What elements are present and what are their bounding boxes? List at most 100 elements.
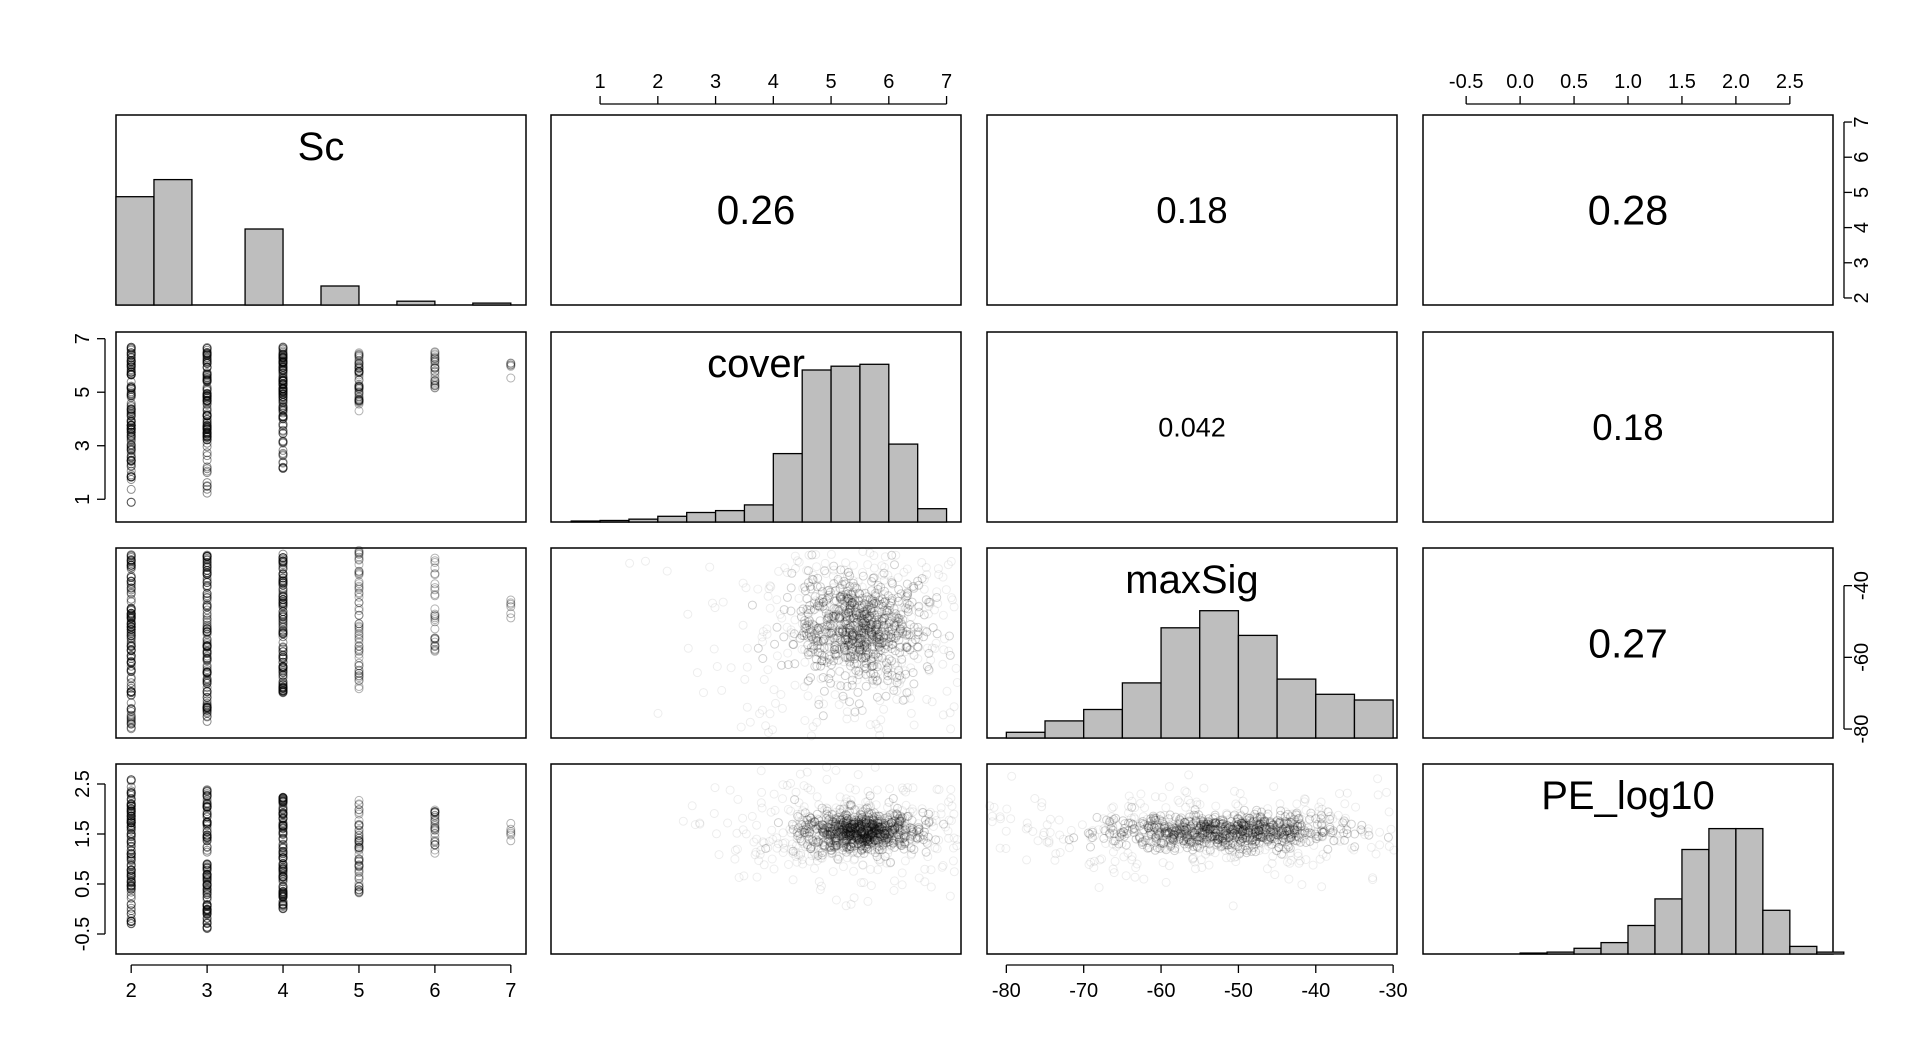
- scatter-point-PE_log10-Sc-239: [202, 830, 212, 840]
- scatter-point-cover-Sc-8: [126, 370, 136, 380]
- scatter-point-PE_log10-Sc-165: [202, 872, 212, 882]
- scatter-point-maxSig-cover-798: [846, 661, 856, 671]
- scatter-point-maxSig-cover-710: [757, 632, 767, 642]
- scatter-point-maxSig-cover-1037: [825, 619, 835, 629]
- scatter-point-PE_log10-cover-427: [852, 833, 862, 843]
- scatter-point-maxSig-cover-299: [898, 629, 908, 638]
- scatter-point-maxSig-cover-487: [824, 585, 834, 595]
- scatter-point-PE_log10-cover-65: [864, 812, 874, 822]
- scatter-point-maxSig-cover-505: [790, 615, 800, 625]
- scatter-point-maxSig-cover-1025: [819, 636, 828, 646]
- scatter-point-maxSig-cover-45: [856, 613, 866, 623]
- scatter-point-maxSig-cover-706: [847, 590, 857, 600]
- scatter-point-PE_log10-cover-178: [907, 829, 917, 839]
- scatter-point-maxSig-cover-1048: [857, 705, 867, 715]
- scatter-point-PE_log10-Sc-303: [278, 804, 288, 814]
- scatter-point-maxSig-cover-781: [893, 629, 903, 639]
- scatter-point-maxSig-cover-338: [859, 662, 869, 671]
- scatter-point-PE_log10-cover-330: [834, 812, 844, 822]
- scatter-point-maxSig-Sc-453: [506, 602, 516, 612]
- scatter-point-maxSig-cover-46: [855, 638, 865, 647]
- scatter-point-maxSig-Sc-368: [354, 598, 364, 608]
- scatter-point-PE_log10-Sc-26: [126, 846, 136, 856]
- scatter-point-PE_log10-Sc-6: [126, 817, 136, 827]
- scatter-point-PE_log10-cover-509: [772, 843, 782, 853]
- scatter-point-PE_log10-cover-534: [886, 857, 896, 867]
- scatter-point-maxSig-cover-380: [877, 617, 887, 626]
- scatter-point-maxSig-Sc-47: [126, 606, 136, 615]
- scatter-point-PE_log10-cover-225: [846, 826, 856, 836]
- scatter-point-PE_log10-cover-50: [907, 849, 917, 859]
- scatter-point-PE_log10-cover-31: [866, 828, 876, 838]
- scatter-point-PE_log10-cover-590: [827, 828, 837, 838]
- scatter-point-PE_log10-cover-283: [841, 901, 851, 911]
- scatter-point-maxSig-cover-88: [841, 619, 851, 629]
- scatter-point-maxSig-cover-260: [846, 644, 856, 654]
- histogram-bar-cover-6: [743, 504, 774, 523]
- scatter-point-maxSig-Sc-365: [354, 619, 364, 629]
- scatter-point-maxSig-Sc-245: [278, 592, 288, 602]
- scatter-point-PE_log10-cover-188: [786, 806, 796, 816]
- scatter-point-cover-Sc-114: [126, 356, 136, 365]
- scatter-point-cover-Sc-365: [354, 366, 364, 376]
- scatter-point-PE_log10-cover-625: [869, 833, 879, 843]
- scatter-point-maxSig-cover-555: [822, 599, 832, 609]
- scatter-point-maxSig-Sc-57: [126, 715, 136, 724]
- scatter-point-PE_log10-cover-241: [829, 829, 839, 839]
- scatter-point-PE_log10-cover-476: [843, 842, 853, 852]
- scatter-point-PE_log10-Sc-96: [126, 865, 136, 875]
- scatter-point-maxSig-cover-680: [871, 598, 881, 608]
- scatter-point-maxSig-Sc-243: [278, 578, 288, 588]
- scatter-point-PE_log10-cover-595: [767, 854, 777, 864]
- scatter-point-cover-Sc-197: [202, 431, 212, 441]
- scatter-point-maxSig-cover-331: [946, 593, 956, 603]
- scatter-point-cover-Sc-38: [126, 406, 136, 416]
- scatter-point-PE_log10-cover-485: [884, 814, 894, 824]
- scatter-point-PE_log10-Sc-16: [126, 865, 136, 875]
- scatter-point-maxSig-cover-998: [838, 625, 848, 635]
- scatter-point-maxSig-cover-699: [876, 645, 886, 655]
- scatter-point-maxSig-cover-264: [848, 629, 858, 639]
- scatter-point-maxSig-cover-958: [819, 652, 829, 662]
- scatter-point-maxSig-cover-728: [850, 582, 860, 592]
- scatter-point-PE_log10-cover-527: [844, 844, 854, 854]
- scatter-point-cover-Sc-447: [430, 363, 440, 373]
- scatter-point-PE_log10-cover-104: [859, 833, 869, 843]
- scatter-point-maxSig-cover-38: [857, 593, 867, 603]
- scatter-point-maxSig-Sc-308: [278, 564, 288, 574]
- scatter-point-PE_log10-Sc-312: [278, 829, 288, 839]
- scatter-point-PE_log10-cover-435: [911, 835, 921, 845]
- scatter-point-maxSig-cover-305: [848, 587, 858, 597]
- scatter-point-maxSig-cover-41: [863, 672, 873, 682]
- scatter-point-maxSig-cover-660: [913, 630, 923, 640]
- scatter-point-PE_log10-maxSig-642: [1262, 864, 1272, 874]
- scatter-point-PE_log10-cover-520: [895, 816, 905, 826]
- scatter-point-PE_log10-cover-187: [861, 836, 871, 846]
- scatter-point-cover-Sc-276: [278, 462, 288, 472]
- scatter-point-cover-Sc-442: [430, 379, 440, 389]
- scatter-point-PE_log10-cover-412: [796, 817, 805, 827]
- scatter-point-cover-Sc-303: [278, 376, 288, 386]
- scatter-point-maxSig-Sc-191: [202, 683, 212, 692]
- scatter-point-maxSig-cover-780: [825, 621, 835, 631]
- scatter-point-PE_log10-Sc-31: [126, 807, 136, 817]
- scatter-point-PE_log10-Sc-278: [278, 813, 288, 823]
- scatter-point-PE_log10-cover-233: [873, 865, 883, 875]
- scatter-point-cover-Sc-367: [354, 348, 364, 358]
- scatter-point-maxSig-Sc-373: [354, 547, 364, 557]
- scatter-point-PE_log10-cover-752: [914, 873, 924, 883]
- scatter-point-cover-Sc-300: [278, 384, 288, 394]
- scatter-point-maxSig-Sc-43: [126, 603, 136, 613]
- scatter-point-maxSig-Sc-147: [202, 668, 212, 678]
- scatter-point-cover-Sc-125: [202, 455, 212, 465]
- scatter-point-maxSig-Sc-137: [202, 648, 212, 658]
- scatter-point-maxSig-cover-246: [874, 614, 884, 624]
- scatter-point-PE_log10-cover-925: [831, 895, 841, 905]
- scatter-point-maxSig-Sc-225: [202, 662, 212, 672]
- scatter-point-PE_log10-cover-399: [906, 850, 916, 860]
- scatter-point-maxSig-Sc-282: [278, 562, 288, 572]
- scatter-point-maxSig-Sc-361: [354, 637, 364, 647]
- scatter-point-maxSig-cover-213: [780, 563, 790, 573]
- scatter-point-maxSig-Sc-99: [126, 585, 136, 595]
- scatter-point-maxSig-cover-936: [933, 564, 943, 574]
